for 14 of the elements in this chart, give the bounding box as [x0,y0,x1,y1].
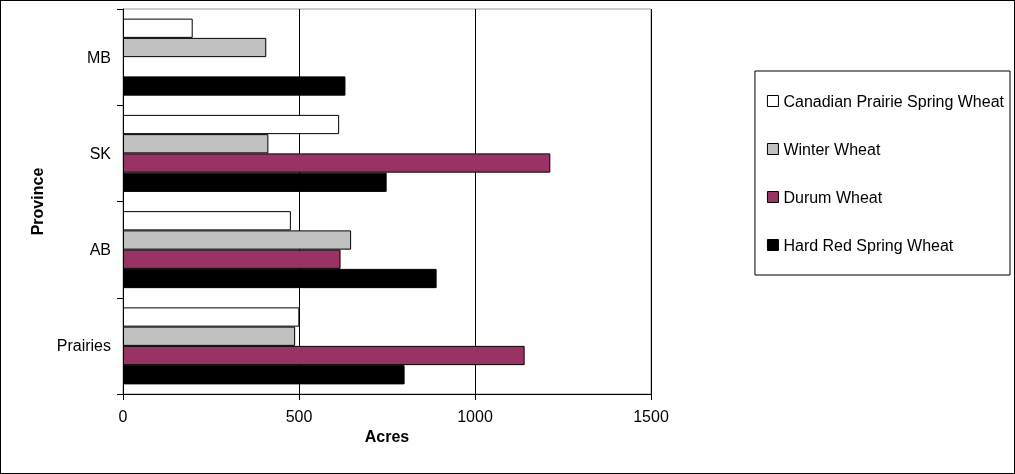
y-tick-label: MB [87,48,111,66]
legend-label: Canadian Prairie Spring Wheat [783,92,1005,110]
y-axis-title: Province [28,167,46,236]
x-tick-label: 1000 [457,407,493,425]
legend-label: Durum Wheat [783,188,883,206]
x-tick-label: 1500 [633,407,669,425]
x-tick-label: 0 [118,407,128,425]
legend-label: Winter Wheat [783,140,881,158]
y-tick-label: SK [89,144,112,162]
x-axis-title: Acres [364,428,410,446]
y-tick-label: Prairies [56,337,111,355]
legend-label: Hard Red Spring Wheat [783,236,954,254]
y-tick-label: AB [89,241,111,259]
x-tick-label: 500 [285,407,313,425]
